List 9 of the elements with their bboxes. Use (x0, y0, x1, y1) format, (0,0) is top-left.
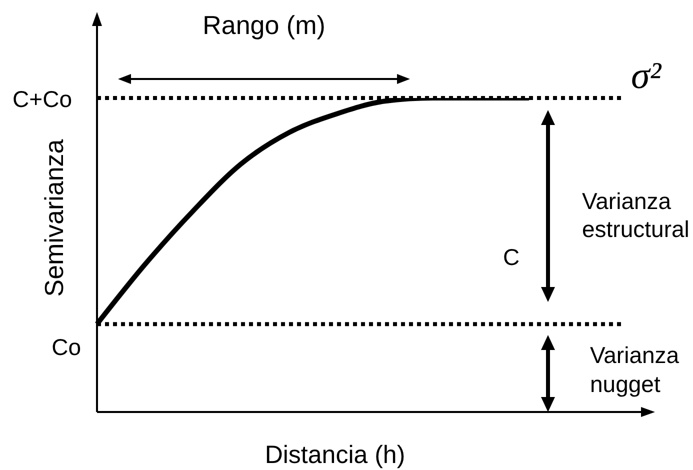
y-axis-title: Semivarianza (39, 138, 69, 297)
ref-line-label: Co (52, 334, 81, 360)
annotation: C (503, 244, 520, 270)
x-axis-title: Distancia (h) (264, 441, 406, 469)
text: σ² (631, 55, 662, 97)
ref-line-label: C+Co (12, 86, 72, 112)
annotation: Varianza nugget (590, 342, 680, 397)
text: Rango (m) (202, 10, 326, 40)
annotation: Varianza estructural (582, 188, 690, 242)
